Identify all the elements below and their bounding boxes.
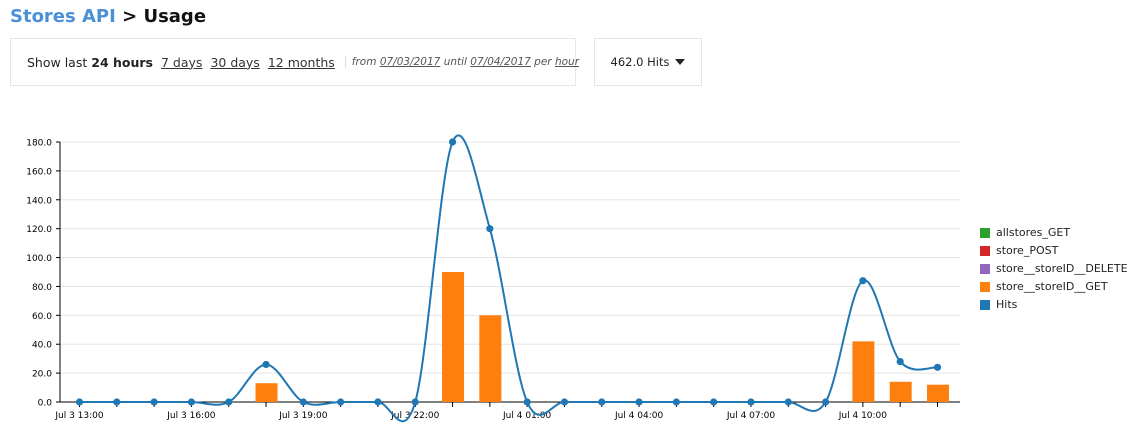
api-link[interactable]: Stores API: [10, 6, 116, 27]
hits-point: [113, 398, 121, 406]
page-title: Stores API > Usage: [10, 6, 206, 27]
hits-point: [784, 398, 792, 406]
x-tick-label: Jul 4 07:00: [726, 411, 776, 421]
y-tick-label: 120.0: [26, 225, 52, 235]
hits-point: [672, 398, 680, 406]
y-tick-label: 80.0: [32, 283, 52, 293]
legend-item[interactable]: Hits: [980, 296, 1128, 314]
legend-swatch: [980, 264, 990, 274]
x-tick-label: Jul 3 13:00: [54, 411, 104, 421]
hits-point: [896, 357, 904, 366]
legend-item[interactable]: store_POST: [980, 242, 1128, 260]
range-option-30-days[interactable]: 30 days: [210, 54, 260, 70]
per-label: per: [534, 56, 552, 68]
legend-item[interactable]: allstores_GET: [980, 224, 1128, 242]
hits-point: [411, 398, 419, 406]
legend-swatch: [980, 300, 990, 310]
hits-point: [187, 398, 196, 406]
hits-point: [486, 225, 494, 233]
legend-label: store_POST: [996, 244, 1059, 257]
hits-point: [299, 398, 307, 406]
bar-store__storeID__GET: [255, 383, 278, 402]
hits-point: [560, 398, 569, 406]
y-tick-label: 20.0: [32, 370, 52, 380]
hits-line: [79, 134, 938, 423]
legend-label: store__storeID__GET: [996, 280, 1108, 293]
x-tick-label: Jul 3 19:00: [278, 411, 328, 421]
hits-dropdown[interactable]: 462.0 Hits: [594, 38, 702, 86]
bar-store__storeID__GET: [889, 381, 912, 402]
hits-point: [747, 398, 755, 406]
hits-label: 462.0 Hits: [610, 55, 670, 69]
hits-point: [262, 360, 270, 369]
until-label: until: [443, 56, 467, 68]
range-option-12-months[interactable]: 12 months: [267, 54, 335, 70]
hits-point: [933, 363, 942, 371]
legend-label: store__storeID__DELETE: [996, 262, 1128, 275]
legend-swatch: [980, 282, 990, 292]
title-separator: >: [115, 6, 144, 27]
y-tick-label: 180.0: [26, 139, 52, 149]
bar-store__storeID__GET: [442, 272, 465, 402]
hits-point: [598, 398, 606, 406]
current-range: 24 hours: [91, 54, 153, 70]
legend-label: allstores_GET: [996, 226, 1071, 239]
show-last-label: Show last: [27, 54, 88, 70]
hits-point: [635, 398, 643, 406]
x-tick-label: Jul 4 10:00: [838, 411, 888, 421]
hits-point: [821, 398, 830, 406]
from-date[interactable]: 07/03/2017: [379, 56, 441, 68]
y-tick-label: 40.0: [32, 341, 52, 351]
hits-point: [859, 277, 867, 285]
y-tick-label: 100.0: [26, 254, 52, 264]
chart-legend: allstores_GET store_POST store__storeID__D…: [980, 224, 1128, 314]
y-tick-label: 60.0: [32, 312, 52, 322]
legend-item[interactable]: store__storeID__GET: [980, 278, 1128, 296]
page-name: Usage: [143, 6, 207, 27]
hits-point: [150, 398, 158, 406]
hits-point: [337, 398, 345, 406]
from-label: from: [351, 56, 377, 68]
x-tick-label: Jul 4 04:00: [614, 411, 664, 421]
bar-store__storeID__GET: [479, 315, 502, 402]
hits-point: [225, 398, 233, 406]
bar-store__storeID__GET: [927, 384, 949, 402]
legend-label: Hits: [996, 298, 1018, 311]
date-range: from 07/03/2017 until 07/04/2017 per hou…: [344, 56, 580, 68]
range-option-7-days[interactable]: 7 days: [161, 54, 203, 70]
hits-point: [523, 398, 531, 406]
legend-swatch: [980, 228, 990, 238]
legend-swatch: [980, 246, 990, 256]
bar-store__storeID__GET: [852, 341, 875, 402]
hits-point: [374, 398, 382, 406]
x-tick-label: Jul 3 22:00: [390, 411, 440, 421]
x-tick-label: Jul 3 16:00: [166, 411, 216, 421]
caret-down-icon: [675, 59, 686, 65]
legend-item[interactable]: store__storeID__DELETE: [980, 260, 1128, 278]
y-tick-label: 160.0: [26, 167, 52, 177]
hits-point: [710, 398, 718, 406]
hits-point: [448, 138, 457, 146]
x-tick-label: Jul 4 01:00: [502, 411, 552, 421]
until-date[interactable]: 07/04/2017: [470, 56, 531, 68]
y-tick-label: 0.0: [38, 399, 53, 409]
y-tick-label: 140.0: [26, 196, 52, 206]
time-range-filter: Show last 24 hours 7 days 30 days 12 mon…: [10, 38, 580, 86]
per-unit[interactable]: hour: [554, 56, 580, 68]
hits-point: [75, 398, 84, 406]
